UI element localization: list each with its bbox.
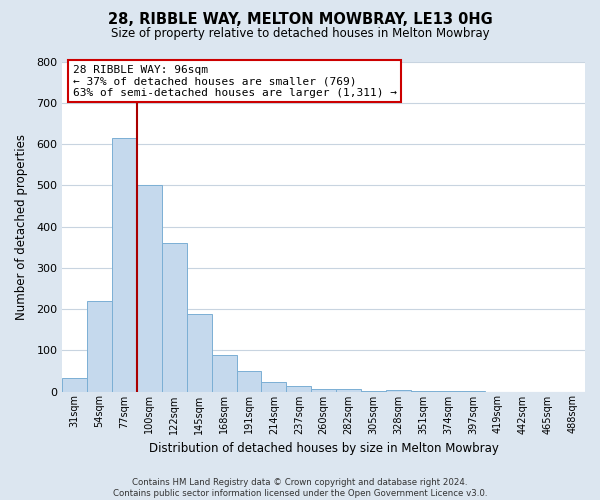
Bar (286, 386, 311, 392)
X-axis label: Distribution of detached houses by size in Melton Mowbray: Distribution of detached houses by size … (149, 442, 499, 455)
Text: 28, RIBBLE WAY, MELTON MOWBRAY, LE13 0HG: 28, RIBBLE WAY, MELTON MOWBRAY, LE13 0HG (107, 12, 493, 28)
Bar (361, 390, 386, 392)
Text: Size of property relative to detached houses in Melton Mowbray: Size of property relative to detached ho… (110, 28, 490, 40)
Bar (137, 186, 162, 392)
Y-axis label: Number of detached properties: Number of detached properties (15, 134, 28, 320)
Text: Contains HM Land Registry data © Crown copyright and database right 2024.
Contai: Contains HM Land Registry data © Crown c… (113, 478, 487, 498)
Bar (262, 382, 286, 392)
Bar (386, 390, 411, 392)
Bar (236, 371, 262, 392)
Bar (87, 301, 112, 392)
Bar (162, 243, 187, 392)
Bar (62, 378, 87, 392)
Bar (212, 355, 236, 392)
Bar (411, 390, 436, 392)
Bar (112, 138, 137, 392)
Bar (336, 389, 361, 392)
Text: 28 RIBBLE WAY: 96sqm
← 37% of detached houses are smaller (769)
63% of semi-deta: 28 RIBBLE WAY: 96sqm ← 37% of detached h… (73, 65, 397, 98)
Bar (311, 390, 336, 392)
Bar (187, 314, 212, 392)
